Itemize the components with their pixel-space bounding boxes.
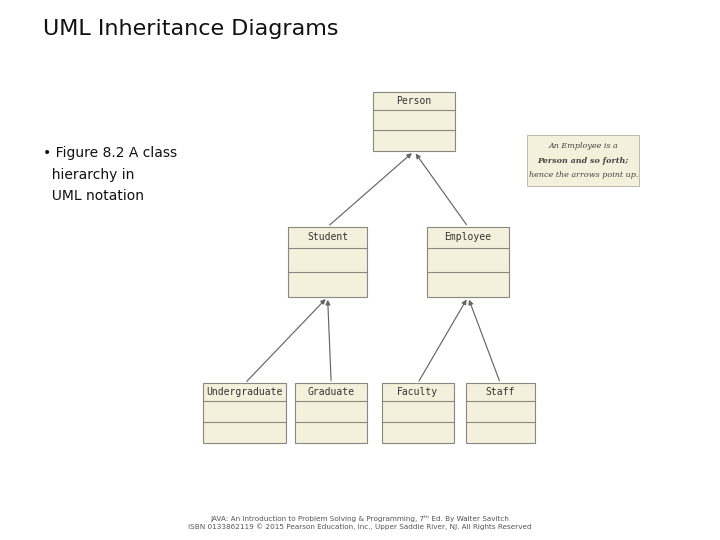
Text: Faculty: Faculty xyxy=(397,387,438,397)
Bar xyxy=(527,135,639,186)
Text: Student: Student xyxy=(307,232,348,242)
Text: JAVA: An Introduction to Problem Solving & Programming, 7ᵗʰ Ed. By Walter Savitc: JAVA: An Introduction to Problem Solving… xyxy=(188,516,532,530)
Text: • Figure 8.2 A class
  hierarchy in
  UML notation: • Figure 8.2 A class hierarchy in UML no… xyxy=(43,146,177,203)
Bar xyxy=(204,383,287,443)
Text: Person: Person xyxy=(397,96,431,106)
Bar xyxy=(426,227,510,297)
Bar xyxy=(295,383,367,443)
Bar xyxy=(288,227,367,297)
Bar xyxy=(373,92,455,151)
Text: An Employee is a: An Employee is a xyxy=(549,142,618,150)
Text: Undergraduate: Undergraduate xyxy=(207,387,283,397)
Text: Employee: Employee xyxy=(444,232,492,242)
Text: Staff: Staff xyxy=(486,387,515,397)
Text: Graduate: Graduate xyxy=(307,387,355,397)
Bar xyxy=(467,383,534,443)
Text: hence the arrows point up.: hence the arrows point up. xyxy=(528,171,638,179)
Text: Person and so forth;: Person and so forth; xyxy=(538,157,629,165)
Bar xyxy=(382,383,454,443)
Text: UML Inheritance Diagrams: UML Inheritance Diagrams xyxy=(43,19,338,39)
